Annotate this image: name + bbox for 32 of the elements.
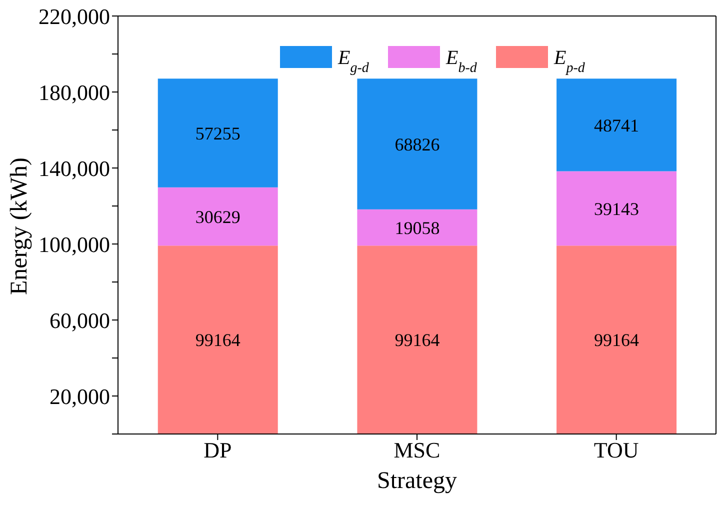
x-tick-label: MSC [394, 438, 440, 463]
y-tick-label: 20,000 [50, 384, 110, 409]
legend-label: E$_{p-d}$ [553, 47, 586, 76]
bar [556, 246, 677, 434]
data-label: 19058 [394, 218, 440, 238]
bar [357, 78, 478, 210]
legend-label: E$_{b-d}$ [445, 47, 478, 76]
bar [357, 246, 478, 434]
data-label: 57255 [195, 123, 240, 144]
bar [158, 187, 278, 246]
y-tick-label: 140,000 [38, 156, 110, 181]
bar [556, 78, 677, 172]
data-label: 30629 [195, 206, 240, 227]
y-tick-label: 100,000 [38, 232, 110, 257]
data-label: 99164 [394, 330, 440, 350]
x-tick-label: TOU [594, 438, 639, 463]
legend-label: E$_{g-d}$ [337, 47, 370, 76]
x-tick-label: DP [204, 438, 232, 463]
y-tick-label: 60,000 [50, 308, 110, 333]
data-label: 68826 [394, 134, 440, 154]
bar [158, 78, 278, 188]
y-tick-label: 220,000 [38, 4, 110, 29]
x-axis-title: Strategy [377, 468, 457, 494]
bar [556, 171, 677, 246]
data-label: 39143 [594, 198, 640, 219]
data-label: 48741 [594, 115, 640, 136]
y-tick-label: 180,000 [38, 80, 110, 105]
data-label: 99164 [195, 330, 240, 350]
y-axis-title: Energy (kWh) [6, 157, 33, 295]
bar [357, 209, 478, 246]
data-label: 99164 [594, 330, 640, 350]
bar [158, 246, 278, 434]
